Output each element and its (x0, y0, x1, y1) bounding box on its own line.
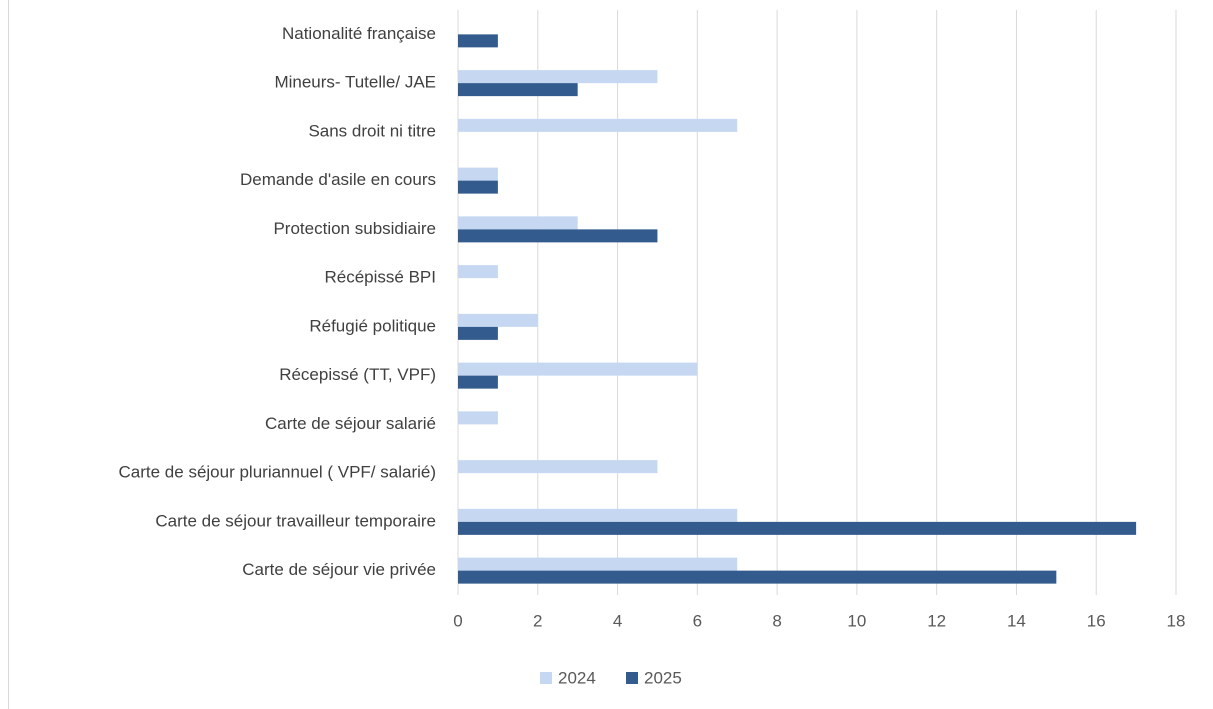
legend-label: 2024 (558, 668, 596, 687)
bar (458, 557, 738, 571)
legend-swatch (540, 672, 552, 684)
x-tick-label: 18 (1167, 611, 1186, 630)
bar (458, 375, 498, 389)
bar (458, 265, 498, 279)
bar (458, 229, 658, 243)
bar (458, 83, 578, 97)
bar (458, 508, 738, 522)
y-tick-label: Carte de séjour pluriannuel ( VPF/ salar… (119, 463, 436, 482)
legend-label: 2025 (644, 668, 682, 687)
y-tick-label: Protection subsidiaire (273, 219, 436, 238)
bar (458, 70, 658, 84)
y-tick-label: Réfugié politique (309, 316, 436, 335)
x-tick-label: 14 (1007, 611, 1026, 630)
x-tick-label: 10 (847, 611, 866, 630)
bar (458, 34, 498, 48)
legend-swatch (626, 672, 638, 684)
bar (458, 411, 498, 425)
y-tick-label: Mineurs- Tutelle/ JAE (274, 73, 436, 92)
bar (458, 216, 578, 230)
x-tick-label: 8 (772, 611, 781, 630)
bar (458, 460, 658, 474)
bar (458, 570, 1057, 584)
x-tick-label: 0 (453, 611, 462, 630)
y-tick-label: Demande d'asile en cours (240, 170, 436, 189)
bar (458, 521, 1137, 535)
y-tick-label: Carte de séjour vie privée (242, 560, 436, 579)
bar (458, 313, 538, 327)
x-tick-label: 2 (533, 611, 542, 630)
x-tick-label: 4 (613, 611, 622, 630)
bar (458, 167, 498, 181)
y-tick-label: Carte de séjour salarié (265, 414, 436, 433)
y-tick-label: Sans droit ni titre (308, 121, 436, 140)
bar (458, 362, 698, 376)
bar (458, 118, 738, 132)
y-tick-label: Récepissé (TT, VPF) (279, 365, 436, 384)
x-tick-label: 12 (927, 611, 946, 630)
y-tick-label: Nationalité française (282, 24, 436, 43)
bar (458, 326, 498, 340)
bar (458, 180, 498, 194)
x-tick-label: 16 (1087, 611, 1106, 630)
y-tick-label: Carte de séjour travailleur temporaire (155, 511, 436, 530)
y-tick-label: Récépissé BPI (325, 268, 437, 287)
x-tick-label: 6 (693, 611, 702, 630)
